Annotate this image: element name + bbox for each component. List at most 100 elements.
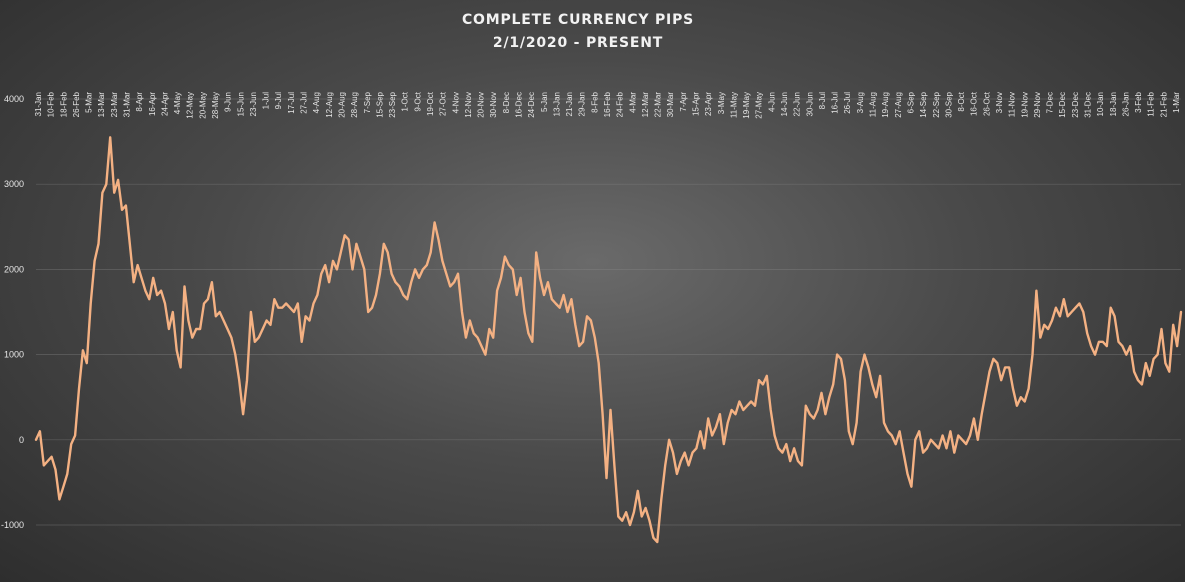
x-tick-label: 30-Sep <box>944 91 953 117</box>
x-tick-label: 27-May <box>755 92 764 119</box>
x-tick-label: 15-Jun <box>236 92 245 116</box>
x-tick-label: 28-May <box>211 92 220 119</box>
gridlines <box>36 98 1181 526</box>
x-tick-label: 5-Jan <box>540 92 549 112</box>
x-tick-label: 28-Aug <box>350 92 359 118</box>
y-axis-ticks: -1000 0 1000 2000 3000 4000 <box>1 94 24 530</box>
x-tick-label: 29-Jan <box>578 92 587 116</box>
x-tick-label: 11-May <box>729 92 738 118</box>
x-tick-label: 22-Sep <box>932 91 941 117</box>
x-tick-label: 16-Dec <box>514 92 523 118</box>
x-tick-label: 22-Mar <box>654 92 663 118</box>
x-tick-label: 7-Apr <box>679 92 688 112</box>
x-tick-label: 1-Jul <box>262 92 271 110</box>
x-tick-label: 14-Jun <box>780 92 789 116</box>
x-tick-label: 15-Dec <box>1058 92 1067 118</box>
x-tick-label: 27-Jul <box>300 92 309 114</box>
x-tick-label: 31-Dec <box>1083 92 1092 118</box>
x-tick-label: 21-Feb <box>1159 91 1168 117</box>
x-tick-label: 30-Nov <box>489 92 498 118</box>
x-tick-label: 24-Feb <box>616 91 625 117</box>
x-axis-ticks: 31-Jan 10-Feb 18-Feb 26-Feb 5-Mar 13-Mar 23-Ma… <box>34 91 1181 118</box>
x-tick-label: 22-Jun <box>793 92 802 116</box>
x-tick-label: 10-Feb <box>47 91 56 117</box>
x-tick-label: 19-Oct <box>426 91 435 116</box>
x-tick-label: 20-Aug <box>337 92 346 118</box>
x-tick-label: 15-Sep <box>375 91 384 117</box>
x-tick-label: 10-Jan <box>1096 92 1105 116</box>
chart-subtitle: 2/1/2020 - PRESENT <box>493 35 663 51</box>
x-tick-label: 1-Oct <box>401 91 410 111</box>
x-tick-label: 29-Nov <box>1033 92 1042 118</box>
x-tick-label: 16-Feb <box>603 91 612 117</box>
x-tick-label: 8-Feb <box>590 91 599 112</box>
y-tick-label: 2000 <box>4 264 24 274</box>
x-tick-label: 16-Oct <box>970 91 979 116</box>
x-tick-label: 14-Sep <box>919 91 928 117</box>
x-tick-label: 3-Aug <box>856 92 865 113</box>
x-tick-label: 7-Sep <box>363 91 372 113</box>
y-tick-label: -1000 <box>1 520 24 530</box>
x-tick-label: 3-Nov <box>995 92 1004 113</box>
x-tick-label: 11-Feb <box>1147 91 1156 116</box>
x-tick-label: 4-Aug <box>312 92 321 113</box>
x-tick-label: 16-Jul <box>831 92 840 114</box>
x-tick-label: 9-Jun <box>224 92 233 112</box>
y-tick-label: 3000 <box>4 179 24 189</box>
x-tick-label: 26-Oct <box>982 91 991 116</box>
x-tick-label: 15-Apr <box>692 92 701 116</box>
x-tick-label: 31-Mar <box>123 92 132 118</box>
x-tick-label: 26-Jul <box>843 92 852 114</box>
chart-title: COMPLETE CURRENCY PIPS <box>462 12 694 28</box>
x-tick-label: 7-Dec <box>1046 92 1055 113</box>
x-tick-label: 16-Apr <box>148 92 157 116</box>
x-tick-label: 3-May <box>717 92 726 114</box>
x-tick-label: 19-Aug <box>881 92 890 118</box>
x-tick-label: 13-Jan <box>552 92 561 116</box>
x-tick-label: 8-Dec <box>502 92 511 113</box>
x-tick-label: 31-Jan <box>34 92 43 116</box>
x-tick-label: 23-Sep <box>388 91 397 117</box>
x-tick-label: 9-Jul <box>274 92 283 110</box>
x-tick-label: 12-Nov <box>464 92 473 118</box>
x-tick-label: 13-Mar <box>97 92 106 118</box>
x-tick-label: 3-Feb <box>1134 91 1143 112</box>
x-tick-label: 27-Aug <box>894 92 903 118</box>
x-tick-label: 6-Sep <box>906 91 915 113</box>
x-tick-label: 23-Jun <box>249 92 258 116</box>
x-tick-label: 21-Jan <box>565 92 574 116</box>
x-tick-label: 4-Jun <box>767 92 776 112</box>
x-tick-label: 30-Mar <box>666 92 675 118</box>
x-tick-label: 12-May <box>186 92 195 119</box>
x-tick-label: 19-May <box>742 92 751 119</box>
x-tick-label: 18-Feb <box>59 91 68 117</box>
x-tick-label: 8-Oct <box>957 91 966 111</box>
x-tick-label: 4-May <box>173 92 182 114</box>
x-tick-label: 4-Nov <box>451 92 460 113</box>
x-tick-label: 8-Apr <box>135 92 144 112</box>
x-tick-label: 24-Apr <box>160 92 169 116</box>
x-tick-label: 12-Aug <box>325 92 334 118</box>
y-tick-label: 4000 <box>4 94 24 104</box>
x-tick-label: 26-Jan <box>1121 92 1130 116</box>
x-tick-label: 9-Oct <box>413 91 422 111</box>
x-tick-label: 18-Jan <box>1109 92 1118 116</box>
x-tick-label: 8-Jul <box>818 92 827 110</box>
x-tick-label: 1-Mar <box>1172 92 1181 113</box>
y-tick-label: 0 <box>19 435 24 445</box>
x-tick-label: 19-Nov <box>1020 92 1029 118</box>
x-tick-label: 26-Feb <box>72 91 81 117</box>
x-tick-label: 30-Jun <box>805 92 814 116</box>
x-tick-label: 5-Mar <box>85 92 94 113</box>
y-tick-label: 1000 <box>4 350 24 360</box>
x-tick-label: 23-Dec <box>1071 92 1080 118</box>
x-tick-label: 11-Aug <box>869 92 878 117</box>
x-tick-label: 20-Nov <box>477 92 486 118</box>
x-tick-label: 12-Mar <box>641 92 650 118</box>
x-tick-label: 23-Apr <box>704 92 713 116</box>
series-line <box>34 136 1183 544</box>
x-tick-label: 27-Oct <box>439 91 448 116</box>
x-tick-label: 4-Mar <box>628 92 637 113</box>
